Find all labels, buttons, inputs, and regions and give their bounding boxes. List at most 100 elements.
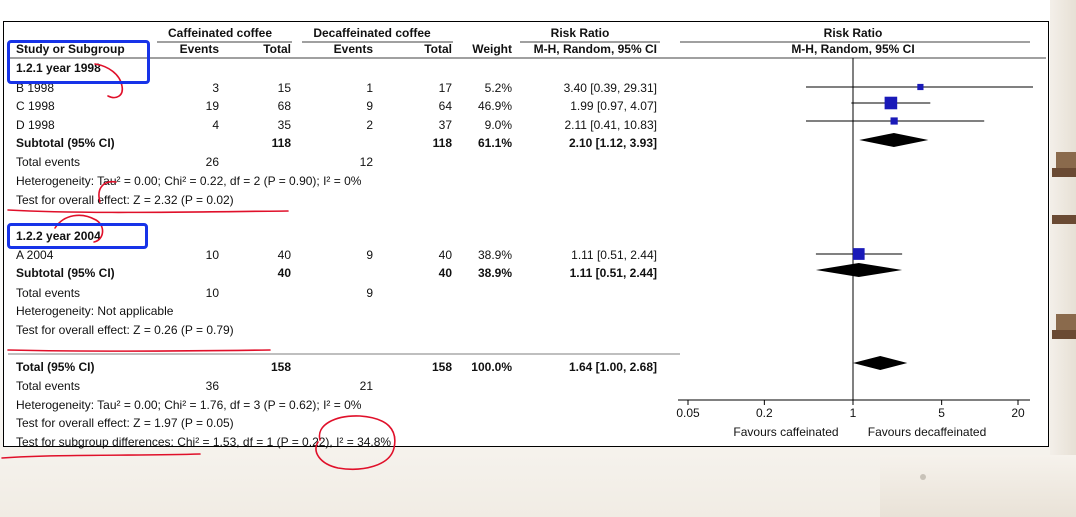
- col-study: Study or Subgroup: [16, 42, 125, 56]
- heterogeneity-text: Heterogeneity: Not applicable: [16, 304, 174, 318]
- wall-shelf: [1052, 215, 1076, 224]
- cell-c-events: 9: [366, 286, 373, 300]
- cell-c-total: 118: [433, 136, 453, 150]
- shelf-decor: [1056, 314, 1076, 330]
- table-row: B 1998 3 15 1 17 5.2% 3.40 [0.39, 29.31]: [16, 81, 657, 95]
- subgroup-label: 1.2.1 year 1998: [16, 61, 101, 75]
- study-marker: [852, 248, 865, 260]
- total-events-label: Total events: [16, 379, 80, 393]
- study-name: B 1998: [16, 81, 54, 95]
- total-events-row: Total events 36 21: [16, 379, 373, 393]
- cell-ci: 1.11 [0.51, 2.44]: [570, 266, 657, 280]
- drawer-knob: [920, 474, 926, 480]
- header-control: Decaffeinated coffee: [313, 26, 431, 40]
- annotation-box: [7, 223, 148, 249]
- x-axis-ticks: 0.05 0.2 1 5 20: [676, 400, 1025, 420]
- overall-effect-text: Test for overall effect: Z = 1.97 (P = 0…: [16, 416, 234, 430]
- table-row: C 1998 19 68 9 64 46.9% 1.99 [0.97, 4.07…: [16, 99, 657, 113]
- cell-e-total: 68: [278, 99, 292, 113]
- wall-shelf: [1052, 330, 1076, 339]
- table-row: A 2004 10 40 9 40 38.9% 1.11 [0.51, 2.44…: [16, 248, 657, 262]
- cell-e-events: 3: [212, 81, 219, 95]
- plot-marks: [806, 83, 1033, 370]
- annotation-scribble: [54, 214, 104, 243]
- cell-e-total: 118: [272, 136, 292, 150]
- study-name: C 1998: [16, 99, 55, 113]
- annotation-scribble: [94, 63, 124, 99]
- cell-e-total: 40: [278, 248, 292, 262]
- annotation-scribble: [98, 180, 117, 203]
- total-row: Total (95% CI) 158 158 100.0% 1.64 [1.00…: [16, 360, 657, 374]
- subtotal-label: Subtotal (95% CI): [16, 266, 115, 280]
- overall-effect-text: Test for overall effect: Z = 0.26 (P = 0…: [16, 323, 234, 337]
- cell-weight: 38.9%: [478, 266, 512, 280]
- cell-ci: 3.40 [0.39, 29.31]: [564, 81, 657, 95]
- header-effect: Risk Ratio: [551, 26, 610, 40]
- x-tick-label: 0.05: [676, 406, 700, 420]
- total-events-label: Total events: [16, 155, 80, 169]
- cell-c-total: 37: [439, 118, 453, 132]
- subtotal-row: Subtotal (95% CI) 40 40 38.9% 1.11 [0.51…: [16, 266, 657, 280]
- cell-e-events: 26: [206, 155, 220, 169]
- header-experimental: Caffeinated coffee: [168, 26, 272, 40]
- cell-ci: 1.11 [0.51, 2.44]: [571, 248, 657, 262]
- col-c-total: Total: [424, 42, 452, 56]
- cell-weight: 38.9%: [478, 248, 512, 262]
- annotation-ink: [1, 63, 396, 470]
- cell-e-total: 40: [278, 266, 292, 280]
- subtotal-row: Subtotal (95% CI) 118 118 61.1% 2.10 [1.…: [16, 136, 657, 150]
- x-tick-label: 20: [1011, 406, 1025, 420]
- annotation-underline: [1, 453, 201, 459]
- total-events-row: Total events 26 12: [16, 155, 373, 169]
- cell-c-events: 1: [366, 81, 373, 95]
- cell-c-events: 2: [366, 118, 373, 132]
- cell-weight: 9.0%: [485, 118, 513, 132]
- x-tick-label: 5: [938, 406, 945, 420]
- col-weight: Weight: [472, 42, 512, 56]
- cell-c-total: 40: [439, 266, 453, 280]
- cell-weight: 100.0%: [471, 360, 512, 374]
- subgroup-label: 1.2.2 year 2004: [16, 229, 101, 243]
- cell-ci: 1.64 [1.00, 2.68]: [569, 360, 657, 374]
- cell-weight: 46.9%: [478, 99, 512, 113]
- heterogeneity-text: Heterogeneity: Tau² = 0.00; Chi² = 1.76,…: [16, 398, 362, 412]
- heterogeneity-text: Heterogeneity: Tau² = 0.00; Chi² = 0.22,…: [16, 174, 362, 188]
- total-label: Total (95% CI): [16, 360, 94, 374]
- study-marker: [890, 117, 898, 125]
- total-events-label: Total events: [16, 286, 80, 300]
- col-plot-method: M-H, Random, 95% CI: [791, 42, 914, 56]
- cell-e-events: 10: [206, 286, 220, 300]
- cell-ci: 2.10 [1.12, 3.93]: [569, 136, 657, 150]
- subtotal-label: Subtotal (95% CI): [16, 136, 115, 150]
- favours-left-label: Favours caffeinated: [733, 425, 838, 439]
- shelf-decor: [1056, 152, 1076, 168]
- cell-c-total: 17: [439, 81, 453, 95]
- col-c-events: Events: [334, 42, 374, 56]
- cell-c-total: 40: [439, 248, 453, 262]
- cell-c-events: 9: [366, 99, 373, 113]
- study-marker: [917, 83, 924, 91]
- col-method: M-H, Random, 95% CI: [534, 42, 657, 56]
- cell-c-events: 21: [360, 379, 374, 393]
- cell-e-total: 35: [278, 118, 292, 132]
- cell-c-events: 12: [360, 155, 374, 169]
- annotation-underline: [7, 209, 289, 214]
- background-wall: [1050, 0, 1076, 517]
- study-name: D 1998: [16, 118, 55, 132]
- overall-effect-text: Test for overall effect: Z = 2.32 (P = 0…: [16, 193, 234, 207]
- cell-ci: 1.99 [0.97, 4.07]: [570, 99, 657, 113]
- col-e-total: Total: [263, 42, 291, 56]
- cell-e-total: 15: [278, 81, 292, 95]
- cell-e-events: 36: [206, 379, 220, 393]
- cell-c-events: 9: [366, 248, 373, 262]
- annotation-circle: [315, 415, 396, 470]
- x-tick-label: 1: [850, 406, 857, 420]
- cell-ci: 2.11 [0.41, 10.83]: [564, 118, 657, 132]
- header-plot: Risk Ratio: [824, 26, 883, 40]
- cell-e-events: 4: [212, 118, 219, 132]
- wall-shelf: [1052, 168, 1076, 177]
- cell-c-total: 64: [439, 99, 453, 113]
- study-name: A 2004: [16, 248, 54, 262]
- col-e-events: Events: [180, 42, 220, 56]
- subgroup-differences-text: Test for subgroup differences: Chi² = 1.…: [16, 435, 391, 449]
